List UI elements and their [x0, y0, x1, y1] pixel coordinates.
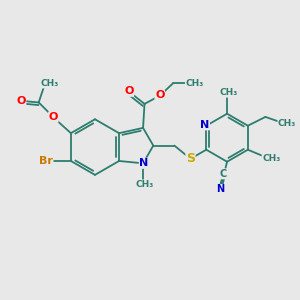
- Text: CH₃: CH₃: [278, 119, 296, 128]
- Text: O: O: [155, 90, 164, 100]
- Text: S: S: [186, 152, 195, 165]
- Text: C: C: [220, 169, 227, 179]
- Text: CH₃: CH₃: [219, 88, 238, 97]
- Text: O: O: [16, 96, 26, 106]
- Text: N: N: [139, 158, 148, 168]
- Text: N: N: [216, 184, 224, 194]
- Text: N: N: [200, 120, 209, 130]
- Text: CH₃: CH₃: [185, 79, 204, 88]
- Text: O: O: [124, 86, 134, 96]
- Text: CH₃: CH₃: [262, 154, 280, 163]
- Text: CH₃: CH₃: [135, 180, 154, 189]
- Text: Br: Br: [39, 156, 53, 166]
- Text: CH₃: CH₃: [41, 79, 59, 88]
- Text: O: O: [49, 112, 58, 122]
